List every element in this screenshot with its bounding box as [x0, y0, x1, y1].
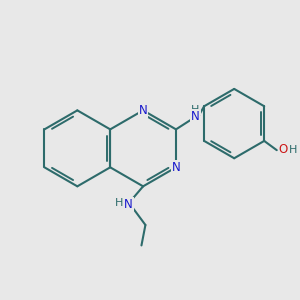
Text: N: N — [139, 104, 148, 117]
Text: N: N — [191, 110, 200, 123]
Text: H: H — [191, 104, 200, 115]
Text: H: H — [115, 198, 123, 208]
Text: N: N — [124, 198, 133, 211]
Text: H: H — [289, 145, 298, 154]
Text: O: O — [279, 143, 288, 156]
Text: N: N — [172, 161, 180, 174]
